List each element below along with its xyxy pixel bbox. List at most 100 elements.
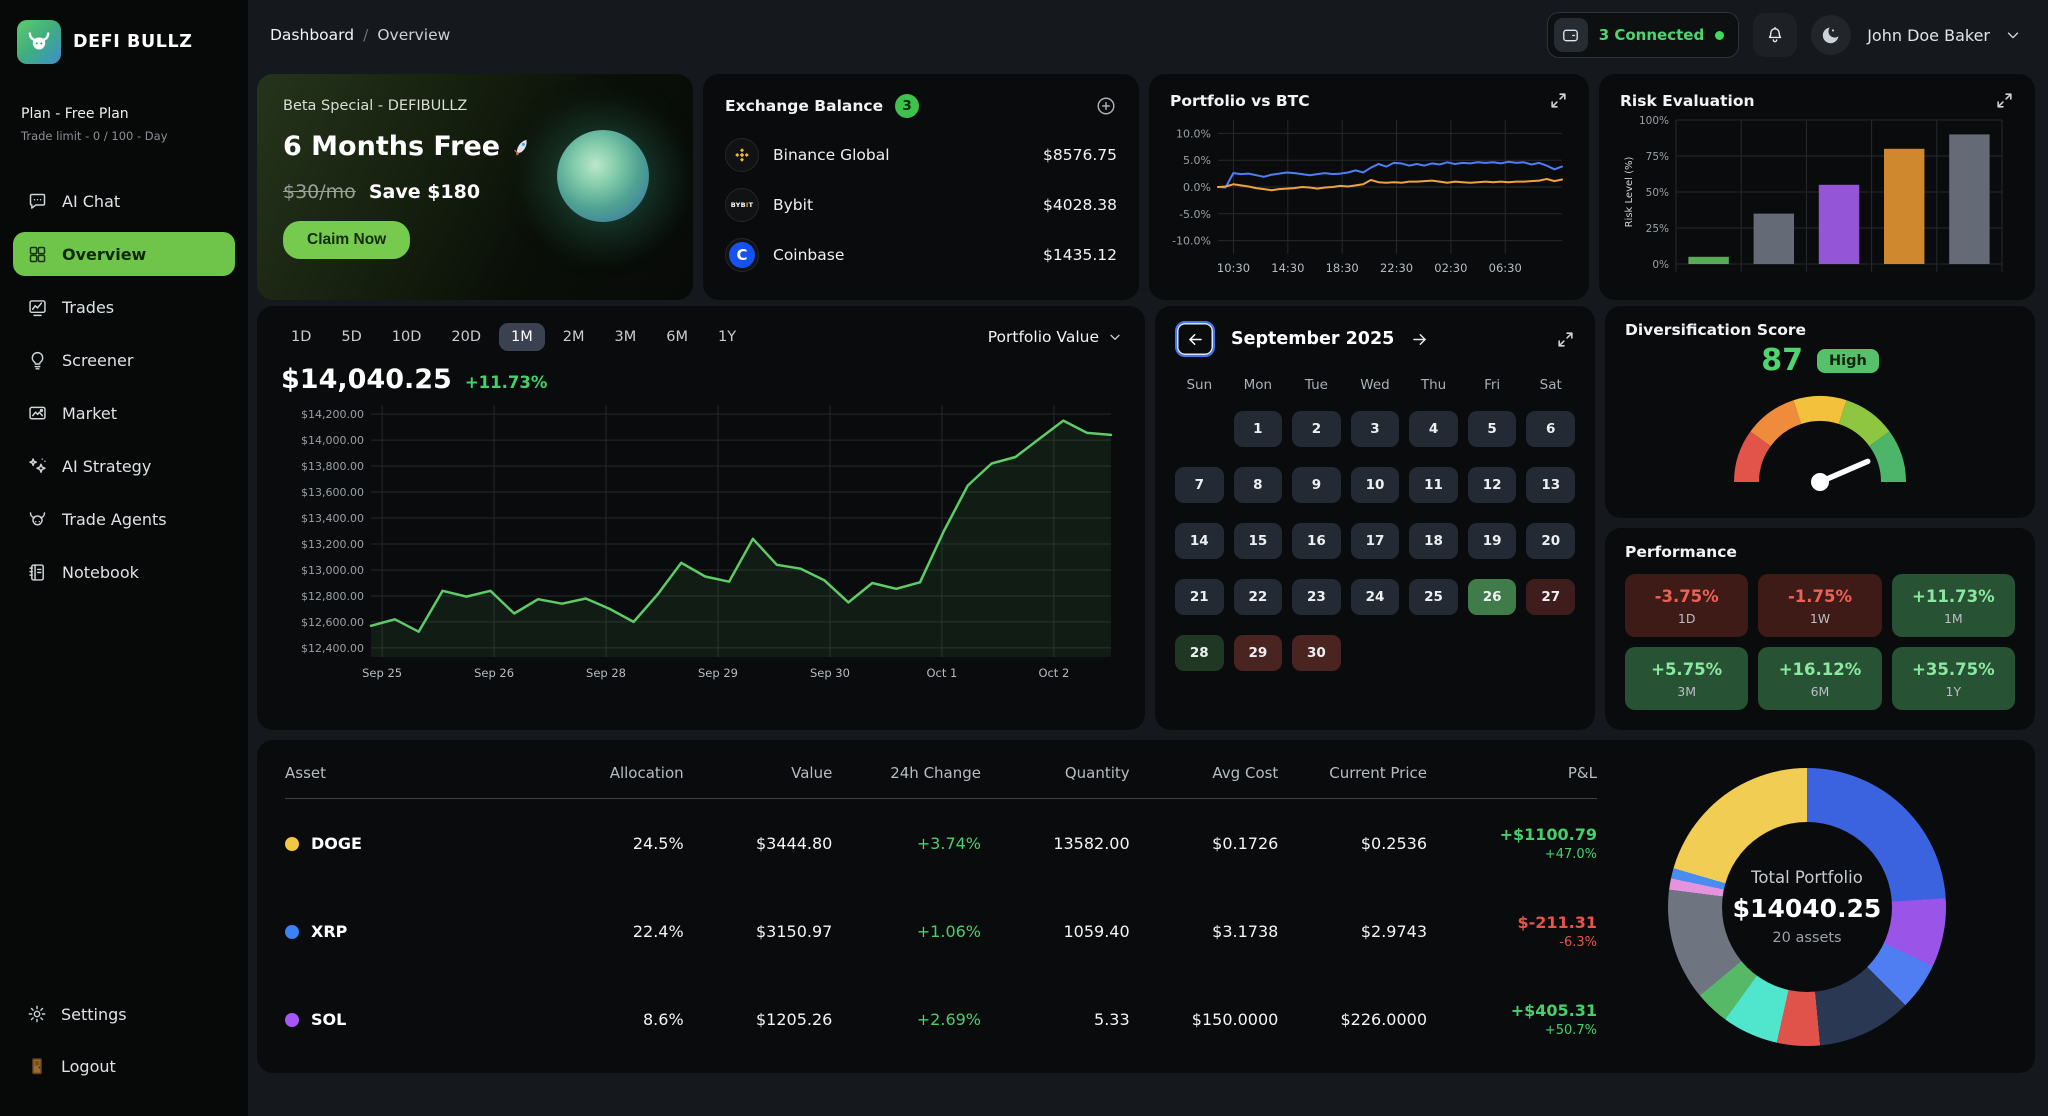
calendar-day-9[interactable]: 9 — [1292, 467, 1341, 503]
calendar-day-16[interactable]: 16 — [1292, 523, 1341, 559]
calendar-day-empty — [1409, 635, 1458, 671]
calendar-day-10[interactable]: 10 — [1351, 467, 1400, 503]
sidebar-item-label: Screener — [62, 351, 133, 370]
sidebar-item-market[interactable]: Market — [13, 391, 235, 435]
svg-text:$13,400.00: $13,400.00 — [301, 512, 364, 525]
chevron-down-icon[interactable] — [2004, 26, 2022, 44]
calendar-day-19[interactable]: 19 — [1468, 523, 1517, 559]
plan-trade-limit: Trade limit - 0 / 100 - Day — [21, 129, 227, 143]
breadcrumb-separator: / — [363, 26, 368, 44]
expand-icon[interactable] — [1556, 330, 1575, 349]
sidebar-item-ai-chat[interactable]: AI Chat — [13, 179, 235, 223]
exchange-row-binance-global[interactable]: Binance Global$8576.75 — [725, 130, 1117, 180]
timeframe-20d[interactable]: 20D — [439, 323, 493, 351]
calendar-day-11[interactable]: 11 — [1409, 467, 1458, 503]
svg-text:$14,000.00: $14,000.00 — [301, 434, 364, 447]
svg-text:$13,600.00: $13,600.00 — [301, 486, 364, 499]
calendar-day-20[interactable]: 20 — [1526, 523, 1575, 559]
calendar-day-8[interactable]: 8 — [1234, 467, 1283, 503]
table-row-doge[interactable]: DOGE24.5%$3444.80+3.74%13582.00$0.1726$0… — [285, 799, 1597, 887]
performance-period: 1Y — [1898, 684, 2009, 699]
breadcrumb-dashboard[interactable]: Dashboard — [270, 26, 354, 44]
sidebar-item-trade-agents[interactable]: Trade Agents — [13, 497, 235, 541]
user-name[interactable]: John Doe Baker — [1867, 26, 1990, 45]
calendar-day-3[interactable]: 3 — [1351, 411, 1400, 447]
table-row-xrp[interactable]: XRP22.4%$3150.97+1.06%1059.40$3.1738$2.9… — [285, 887, 1597, 975]
timeframe-1y[interactable]: 1Y — [706, 323, 748, 351]
calendar-day-14[interactable]: 14 — [1175, 523, 1224, 559]
calendar-day-15[interactable]: 15 — [1234, 523, 1283, 559]
calendar-day-30[interactable]: 30 — [1292, 635, 1341, 671]
calendar-day-29[interactable]: 29 — [1234, 635, 1283, 671]
avg-cost-cell: $3.1738 — [1130, 922, 1279, 941]
metric-dropdown[interactable]: Portfolio Value — [988, 328, 1123, 346]
svg-text:-5.0%: -5.0% — [1179, 208, 1211, 221]
avatar[interactable] — [1811, 15, 1851, 55]
dashboard-content: Beta Special - DEFIBULLZ 6 Months Free $… — [248, 64, 2048, 1116]
calendar-day-5[interactable]: 5 — [1468, 411, 1517, 447]
calendar-day-empty — [1468, 635, 1517, 671]
allocation-donut-chart: Total Portfolio $14040.25 20 assets — [1668, 768, 1946, 1046]
calendar-day-17[interactable]: 17 — [1351, 523, 1400, 559]
sidebar-item-screener[interactable]: Screener — [13, 338, 235, 382]
svg-text:Sep 29: Sep 29 — [698, 666, 738, 680]
timeframe-3m[interactable]: 3M — [603, 323, 649, 351]
add-exchange-button[interactable] — [1095, 95, 1117, 117]
sidebar-item-ai-strategy[interactable]: AI Strategy — [13, 444, 235, 488]
asset-name: XRP — [311, 922, 347, 941]
column-header: 24h Change — [832, 764, 981, 782]
calendar-day-22[interactable]: 22 — [1234, 579, 1283, 615]
chat-icon — [27, 191, 48, 212]
sidebar-item-trades[interactable]: Trades — [13, 285, 235, 329]
calendar-day-7[interactable]: 7 — [1175, 467, 1224, 503]
svg-text:0%: 0% — [1652, 259, 1669, 271]
timeframe-10d[interactable]: 10D — [380, 323, 434, 351]
plan-info: Plan - Free Plan Trade limit - 0 / 100 -… — [21, 106, 227, 143]
calendar-day-28[interactable]: 28 — [1175, 635, 1224, 671]
timeframe-6m[interactable]: 6M — [654, 323, 700, 351]
calendar-day-25[interactable]: 25 — [1409, 579, 1458, 615]
calendar-prev-button[interactable] — [1175, 321, 1215, 357]
calendar-day-4[interactable]: 4 — [1409, 411, 1458, 447]
timeframe-2m[interactable]: 2M — [551, 323, 597, 351]
svg-text:75%: 75% — [1646, 151, 1669, 163]
calendar-day-23[interactable]: 23 — [1292, 579, 1341, 615]
notifications-button[interactable] — [1753, 13, 1797, 57]
calendar-next-button[interactable] — [1410, 330, 1429, 349]
sidebar-item-overview[interactable]: Overview — [13, 232, 235, 276]
exchange-row-bybit[interactable]: BYBITBybit$4028.38 — [725, 180, 1117, 230]
claim-now-button[interactable]: Claim Now — [283, 221, 410, 259]
sidebar-item-logout[interactable]: Logout — [13, 1046, 235, 1086]
asset-color-dot — [285, 837, 299, 851]
avg-cost-cell: $150.0000 — [1130, 1010, 1279, 1029]
expand-icon[interactable] — [1995, 91, 2014, 110]
calendar-day-18[interactable]: 18 — [1409, 523, 1458, 559]
exchange-row-coinbase[interactable]: CCoinbase$1435.12 — [725, 230, 1117, 280]
calendar-day-26[interactable]: 26 — [1468, 579, 1517, 615]
calendar-day-27[interactable]: 27 — [1526, 579, 1575, 615]
column-header: P&L — [1427, 764, 1597, 782]
connected-wallets-button[interactable]: 3 Connected — [1547, 12, 1739, 58]
calendar-day-24[interactable]: 24 — [1351, 579, 1400, 615]
calendar-day-12[interactable]: 12 — [1468, 467, 1517, 503]
sidebar-item-settings[interactable]: Settings — [13, 994, 235, 1034]
expand-icon[interactable] — [1549, 91, 1568, 110]
timeframe-5d[interactable]: 5D — [329, 323, 373, 351]
timeframe-1d[interactable]: 1D — [279, 323, 323, 351]
svg-text:50%: 50% — [1646, 187, 1669, 199]
sidebar-item-notebook[interactable]: Notebook — [13, 550, 235, 594]
table-row-sol[interactable]: SOL8.6%$1205.26+2.69%5.33$150.0000$226.0… — [285, 975, 1597, 1063]
sidebar-item-label: Overview — [62, 245, 146, 264]
column-header: Avg Cost — [1130, 764, 1279, 782]
risk-evaluation-card: Risk Evaluation 100%75%50%25%0%Risk Leve… — [1599, 74, 2035, 300]
calendar-day-6[interactable]: 6 — [1526, 411, 1575, 447]
calendar-day-2[interactable]: 2 — [1292, 411, 1341, 447]
calendar-day-1[interactable]: 1 — [1234, 411, 1283, 447]
svg-text:06:30: 06:30 — [1489, 261, 1522, 275]
current-price-cell: $2.9743 — [1278, 922, 1427, 941]
timeframe-1m[interactable]: 1M — [499, 323, 545, 351]
calendar-day-13[interactable]: 13 — [1526, 467, 1575, 503]
performance-tile-3m: +5.75%3M — [1625, 647, 1748, 710]
svg-text:Sep 28: Sep 28 — [586, 666, 626, 680]
calendar-day-21[interactable]: 21 — [1175, 579, 1224, 615]
